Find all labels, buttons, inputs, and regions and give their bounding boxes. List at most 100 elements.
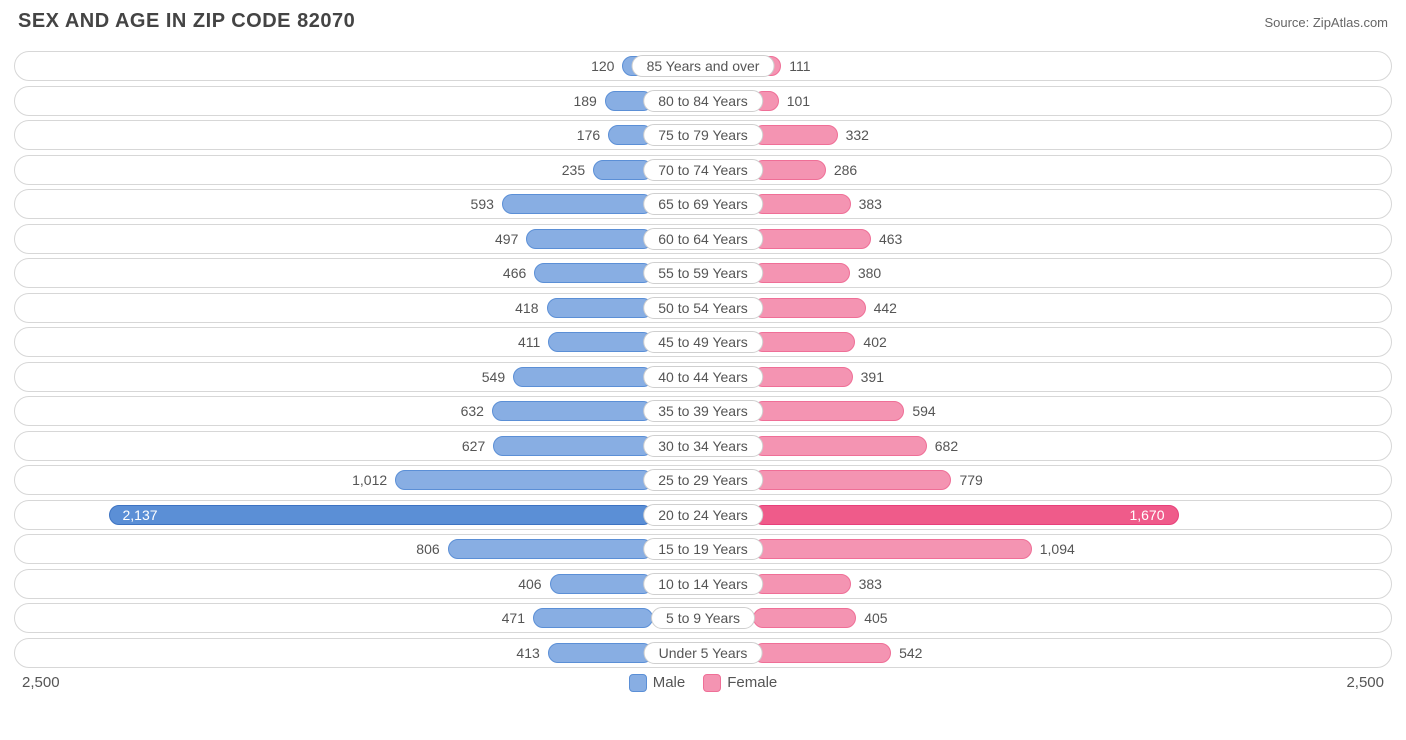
female-bar [753,470,951,490]
half-right: 383 [703,570,1391,598]
age-group-label: 35 to 39 Years [643,400,763,422]
pyramid-row: 120 11185 Years and over [14,51,1392,81]
age-group-label: 85 Years and over [632,55,775,77]
male-bar [492,401,653,421]
half-left: 2,137 [15,501,703,529]
half-right: 594 [703,397,1391,425]
half-left: 413 [15,639,703,667]
male-bar [513,367,653,387]
half-left: 120 [15,52,703,80]
half-left: 632 [15,397,703,425]
legend-swatch [629,674,647,692]
male-value: 593 [442,190,502,218]
female-value: 383 [851,190,911,218]
half-left: 176 [15,121,703,149]
half-right: 442 [703,294,1391,322]
male-bar [548,643,653,663]
half-left: 466 [15,259,703,287]
female-bar [753,229,871,249]
age-group-label: 80 to 84 Years [643,90,763,112]
male-bar [550,574,653,594]
half-right: 402 [703,328,1391,356]
female-bar [753,401,904,421]
half-right: 383 [703,190,1391,218]
legend-label: Female [727,674,777,691]
female-value: 442 [866,294,926,322]
female-bar [753,436,927,456]
male-value: 1,012 [335,466,395,494]
female-value: 1,670 [757,501,1175,529]
female-bar [753,608,856,628]
male-value: 235 [533,156,593,184]
half-left: 549 [15,363,703,391]
female-bar [753,574,851,594]
male-bar [534,263,653,283]
female-value: 286 [826,156,886,184]
half-right: 779 [703,466,1391,494]
pyramid-row: 46638055 to 59 Years [14,258,1392,288]
age-group-label: 15 to 19 Years [643,538,763,560]
male-bar [448,539,653,559]
female-value: 405 [856,604,916,632]
male-value: 806 [388,535,448,563]
chart-header: SEX AND AGE IN ZIP CODE 82070 Source: Zi… [14,10,1392,33]
half-right: 1,094 [703,535,1391,563]
half-left: 806 [15,535,703,563]
half-right: 380 [703,259,1391,287]
age-group-label: 10 to 14 Years [643,573,763,595]
male-bar [547,298,654,318]
male-bar [533,608,653,628]
age-group-label: 30 to 34 Years [643,435,763,457]
pyramid-row: 4714055 to 9 Years [14,603,1392,633]
male-value: 189 [545,87,605,115]
female-value: 542 [891,639,951,667]
male-value: 120 [562,52,622,80]
pyramid-row: 413542Under 5 Years [14,638,1392,668]
female-value: 463 [871,225,931,253]
half-right: 405 [703,604,1391,632]
pyramid-row: 189 101 80 to 84 Years [14,86,1392,116]
female-value: 391 [853,363,913,391]
chart-legend: Male Female [629,674,778,692]
half-left: 406 [15,570,703,598]
pyramid-row: 17633275 to 79 Years [14,120,1392,150]
half-right: 286 [703,156,1391,184]
male-value: 549 [453,363,513,391]
age-group-label: 50 to 54 Years [643,297,763,319]
male-value: 2,137 [113,501,650,529]
male-value: 632 [432,397,492,425]
half-right: 111 [703,52,1391,80]
half-right: 542 [703,639,1391,667]
male-value: 406 [490,570,550,598]
female-value: 402 [855,328,915,356]
legend-item: Male [629,674,686,692]
pyramid-row: 49746360 to 64 Years [14,224,1392,254]
female-value: 1,094 [1032,535,1092,563]
male-bar [493,436,653,456]
axis-label-left: 2,500 [22,674,60,691]
age-group-label: 40 to 44 Years [643,366,763,388]
half-left: 1,012 [15,466,703,494]
half-right: 391 [703,363,1391,391]
female-bar [753,125,838,145]
population-pyramid-chart: 120 11185 Years and over 189 101 80 to 84 Ye… [14,51,1392,668]
chart-source: Source: ZipAtlas.com [1264,15,1388,30]
male-value: 627 [433,432,493,460]
female-bar [753,332,855,352]
pyramid-row: 406 383 10 to 14 Years [14,569,1392,599]
half-right: 682 [703,432,1391,460]
female-value: 101 [779,87,839,115]
male-value: 413 [488,639,548,667]
pyramid-row: 2,1371,67020 to 24 Years [14,500,1392,530]
male-value: 497 [466,225,526,253]
chart-footer: 2,500 MaleFemale 2,500 [14,674,1392,692]
half-left: 411 [15,328,703,356]
male-bar [395,470,653,490]
age-group-label: 70 to 74 Years [643,159,763,181]
pyramid-row: 41140245 to 49 Years [14,327,1392,357]
female-value: 383 [851,570,911,598]
female-bar [753,298,866,318]
male-bar [502,194,653,214]
female-bar [753,263,850,283]
half-left: 627 [15,432,703,460]
